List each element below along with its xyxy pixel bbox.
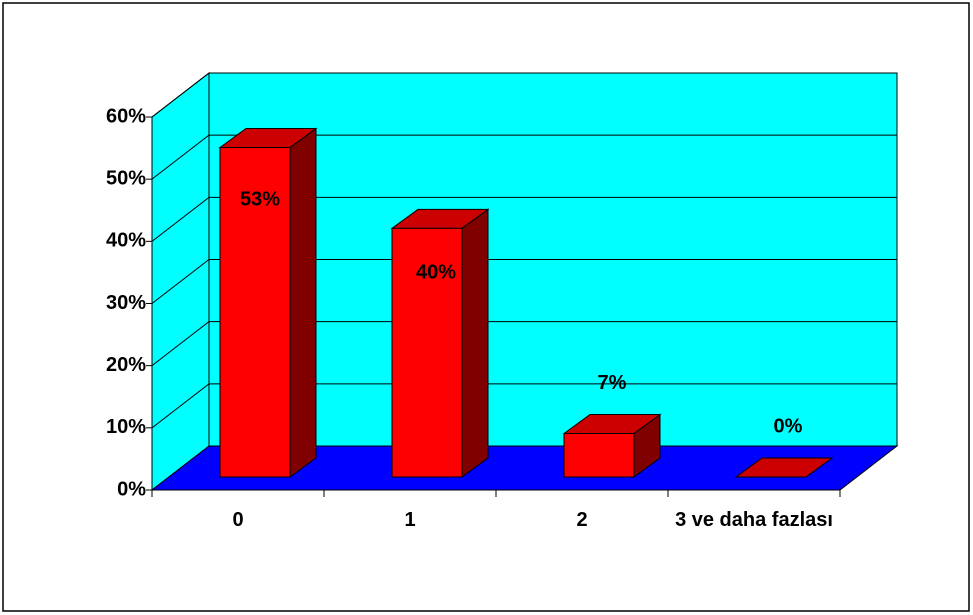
grid-line bbox=[151, 383, 897, 429]
bar-top bbox=[734, 457, 834, 478]
grid-line bbox=[151, 259, 897, 304]
y-tick-label: 20% bbox=[106, 354, 146, 376]
grid-line bbox=[151, 321, 897, 367]
bar bbox=[391, 227, 463, 478]
grid-line bbox=[151, 196, 897, 242]
value-label: 0% bbox=[774, 415, 803, 437]
x-tick-label: 3 ve daha fazlası bbox=[675, 509, 833, 531]
bar-side bbox=[461, 208, 489, 478]
value-label: 7% bbox=[598, 372, 627, 394]
grid-line bbox=[151, 72, 897, 118]
value-label: 53% bbox=[240, 189, 280, 211]
x-tick-label: 2 bbox=[576, 509, 588, 531]
x-tick-label: 1 bbox=[404, 509, 416, 531]
y-tick-label: 60% bbox=[106, 105, 146, 127]
y-tick-label: 0% bbox=[117, 478, 146, 500]
bar-side bbox=[289, 127, 317, 478]
y-tick-label: 40% bbox=[106, 230, 146, 252]
y-tick-label: 30% bbox=[106, 292, 146, 314]
y-tick-label: 50% bbox=[106, 167, 146, 189]
grid-line bbox=[151, 134, 897, 180]
bar bbox=[563, 432, 635, 478]
bar bbox=[219, 147, 291, 478]
value-label: 40% bbox=[416, 261, 456, 283]
x-tick-label: 0 bbox=[232, 509, 244, 531]
y-tick-label: 10% bbox=[106, 416, 146, 438]
